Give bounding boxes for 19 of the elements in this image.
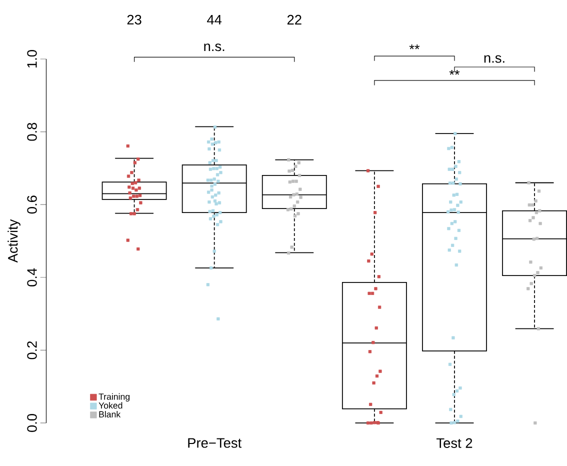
y-tick-label: 0.2 bbox=[27, 341, 37, 360]
y-tick-label: 1.0 bbox=[27, 50, 37, 68]
y-axis-title: Activity bbox=[8, 219, 20, 263]
text: 23 bbox=[127, 14, 142, 24]
text: ** bbox=[409, 44, 420, 50]
y-tick-label: 0.8 bbox=[27, 122, 37, 141]
annotation: n.s. bbox=[484, 55, 504, 63]
legend-label: Training bbox=[98, 393, 130, 402]
text: n.s. bbox=[204, 43, 224, 51]
x-tick-label: Pre−Test bbox=[188, 438, 242, 448]
text: 22 bbox=[287, 14, 302, 24]
annotation: ** bbox=[449, 70, 460, 75]
text: 44 bbox=[207, 14, 222, 24]
y-tick-label: 0.6 bbox=[27, 196, 37, 214]
legend-label: Yoked bbox=[98, 402, 122, 409]
legend-label: Blank bbox=[99, 410, 121, 418]
y-tick-label: 0.4 bbox=[27, 268, 37, 286]
y-tick-label: 0.0 bbox=[27, 414, 37, 432]
x-tick-label: Test 2 bbox=[436, 438, 472, 448]
